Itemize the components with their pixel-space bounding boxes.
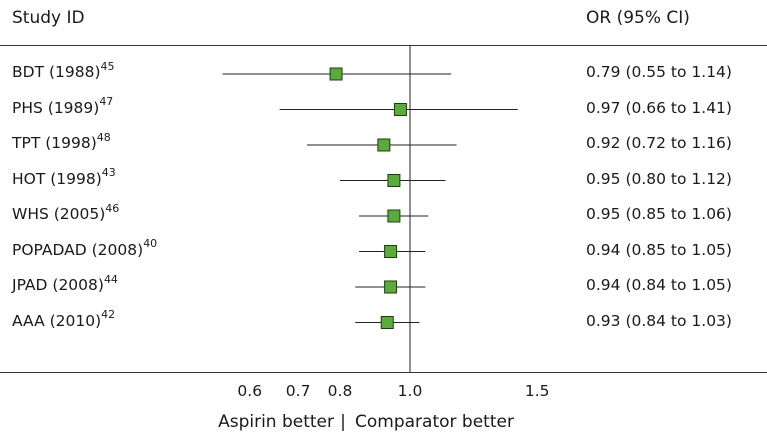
x-tick-label: 1.0: [397, 382, 423, 400]
study-reference: 42: [101, 308, 116, 322]
study-reference: 43: [101, 166, 116, 180]
footer-separator: |: [340, 412, 346, 432]
study-label: TPT (1998)48: [12, 130, 111, 152]
header-or-ci: OR (95% CI): [586, 8, 690, 28]
or-ci-value: 0.93 (0.84 to 1.03): [586, 311, 732, 330]
or-marker: [387, 209, 401, 223]
or-ci-value: 0.79 (0.55 to 1.14): [586, 63, 732, 81]
study-reference: 40: [143, 237, 158, 251]
study-reference: 45: [100, 59, 115, 73]
or-ci-value: 0.95 (0.80 to 1.12): [586, 169, 732, 188]
study-reference: 46: [105, 201, 120, 215]
or-marker: [393, 103, 407, 116]
study-label: WHS (2005)46: [12, 201, 120, 223]
study-label: HOT (1998)43: [12, 167, 116, 188]
study-name: HOT (1998): [12, 169, 102, 188]
or-marker: [380, 316, 394, 329]
study-name: JPAD (2008): [12, 276, 104, 294]
study-label: AAA (2010)42: [12, 309, 115, 330]
study-label: BDT (1988)45: [12, 59, 115, 81]
study-name: POPADAD (2008): [12, 240, 144, 259]
study-name: BDT (1988): [12, 63, 101, 81]
study-label: PHS (1989)47: [12, 96, 113, 117]
study-reference: 44: [103, 272, 118, 286]
header-study-id: Study ID: [12, 8, 85, 28]
study-name: TPT (1998): [12, 134, 97, 152]
study-reference: 47: [99, 95, 114, 109]
axis-baseline: [0, 372, 767, 373]
study-name: WHS (2005): [12, 205, 106, 223]
study-name: AAA (2010): [12, 311, 102, 330]
study-name: PHS (1989): [12, 98, 100, 117]
or-marker: [384, 280, 398, 294]
or-marker: [384, 245, 398, 258]
footer-comparator-better: Comparator better: [355, 412, 514, 432]
x-tick-label: 1.5: [524, 382, 550, 400]
or-marker: [329, 67, 343, 81]
x-tick-label: 0.7: [285, 382, 311, 400]
footer-aspirin-better: Aspirin better: [218, 412, 334, 432]
study-reference: 48: [96, 130, 111, 144]
or-ci-value: 0.95 (0.85 to 1.06): [586, 205, 732, 223]
or-marker: [387, 174, 401, 187]
top-divider: [0, 45, 767, 46]
or-ci-value: 0.92 (0.72 to 1.16): [586, 134, 732, 152]
or-marker: [377, 138, 391, 152]
x-tick-label: 0.8: [327, 382, 353, 400]
study-label: JPAD (2008)44: [12, 272, 118, 294]
study-label: POPADAD (2008)40: [12, 238, 157, 259]
or-ci-value: 0.94 (0.84 to 1.05): [586, 276, 732, 294]
or-ci-value: 0.94 (0.85 to 1.05): [586, 240, 732, 259]
or-ci-value: 0.97 (0.66 to 1.41): [586, 98, 732, 117]
x-tick-label: 0.6: [237, 382, 263, 400]
